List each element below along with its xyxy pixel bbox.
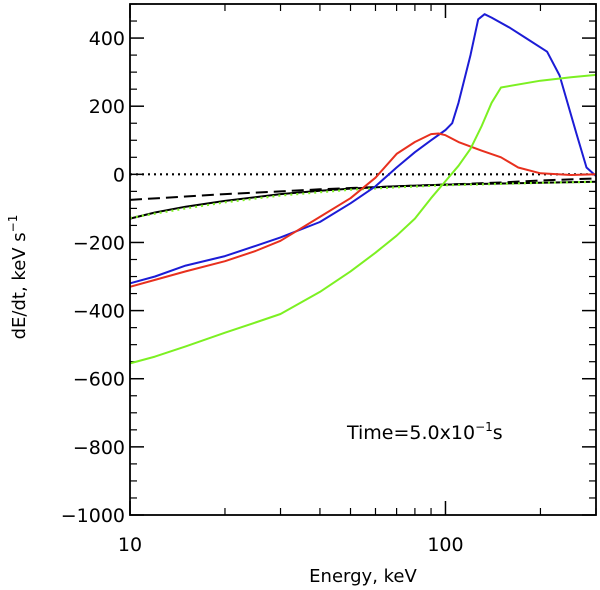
time-annotation-suffix: s xyxy=(493,422,503,444)
series-layer xyxy=(129,13,597,365)
y-tick-label: −1000 xyxy=(61,505,125,527)
x-tick-label: 100 xyxy=(427,534,463,556)
y-axis-label: dE/dt, keV s−1 xyxy=(6,215,30,340)
series-red-line xyxy=(129,132,597,288)
x-axis-label: Energy, keV xyxy=(309,566,417,587)
y-tick-label: 200 xyxy=(89,96,125,118)
y-tick-label: 0 xyxy=(113,164,125,186)
axis-ticks xyxy=(129,3,597,516)
series-green-line xyxy=(129,73,597,365)
time-annotation: Time=5.0x10−1s xyxy=(346,420,503,444)
y-tick-label: 400 xyxy=(89,28,125,50)
y-tick-label: −200 xyxy=(73,232,125,254)
y-tick-label: −800 xyxy=(73,437,125,459)
y-axis-label-exponent: −1 xyxy=(6,215,20,233)
time-annotation-prefix: Time=5.0x10 xyxy=(346,422,475,444)
y-tick-label: −400 xyxy=(73,301,125,323)
tick-labels: −1000 −800 −600 −400 −200 0 200 400 10 100 xyxy=(61,28,464,556)
plot-frame xyxy=(129,3,597,516)
plot-border xyxy=(129,3,597,516)
y-axis-label-main: dE/dt, keV s xyxy=(9,232,30,339)
x-tick-label: 10 xyxy=(118,534,142,556)
time-annotation-exponent: −1 xyxy=(475,420,493,434)
series-blue-line xyxy=(129,13,597,285)
y-tick-label: −600 xyxy=(73,369,125,391)
series-black-dashed-line xyxy=(129,177,597,201)
